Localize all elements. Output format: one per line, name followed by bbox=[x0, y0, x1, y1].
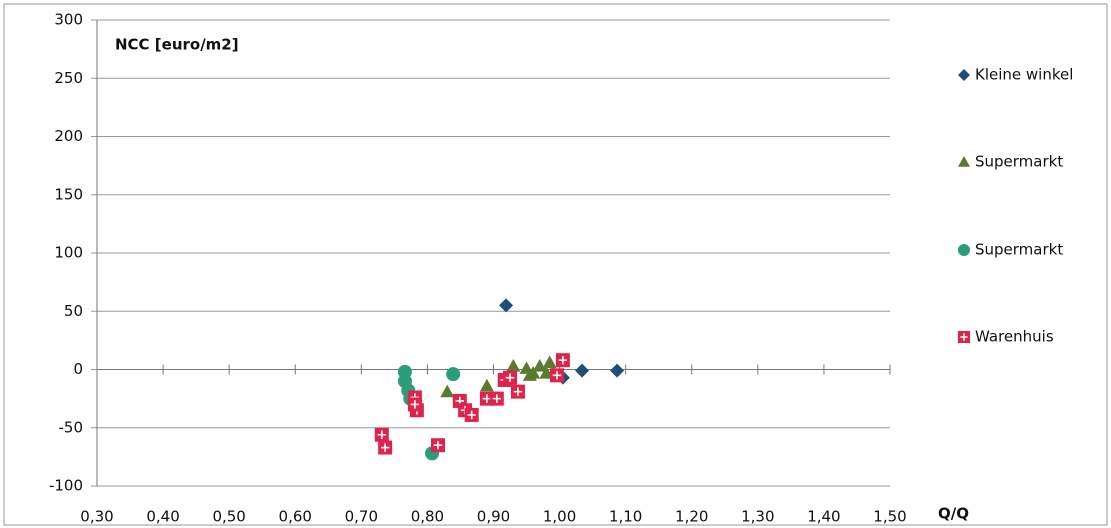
x-axis-title: Q/Q bbox=[938, 505, 969, 523]
marker-shape bbox=[958, 156, 970, 167]
y-tick-label: 0 bbox=[73, 360, 83, 378]
data-point bbox=[374, 427, 389, 442]
marker-shape bbox=[958, 69, 970, 81]
data-point bbox=[506, 359, 521, 372]
legend-marker bbox=[958, 156, 970, 167]
data-point bbox=[575, 363, 590, 378]
x-tick-label: 1,40 bbox=[807, 508, 840, 526]
x-tick-label: 1,50 bbox=[873, 508, 906, 526]
marker-cross bbox=[492, 394, 502, 403]
marker-cross bbox=[505, 373, 515, 382]
y-tick-label: -50 bbox=[59, 418, 84, 436]
data-point bbox=[499, 298, 514, 313]
marker-cross bbox=[433, 441, 443, 450]
marker-shape bbox=[506, 359, 521, 372]
x-tick-label: 1,20 bbox=[675, 508, 708, 526]
y-tick-label: 100 bbox=[54, 244, 83, 262]
x-tick-label: 1,10 bbox=[609, 508, 642, 526]
legend-marker bbox=[958, 331, 970, 343]
data-point bbox=[555, 353, 570, 368]
data-point bbox=[503, 370, 518, 385]
y-tick-label: 50 bbox=[64, 302, 83, 320]
data-point bbox=[464, 407, 479, 422]
chart-frame bbox=[3, 3, 1108, 526]
x-tick-label: 0,70 bbox=[345, 508, 378, 526]
marker-shape bbox=[440, 384, 455, 398]
marker-shape bbox=[575, 363, 590, 378]
legend-label: Supermarkt bbox=[975, 153, 1063, 171]
marker-cross bbox=[380, 443, 390, 452]
data-point bbox=[526, 365, 541, 379]
marker-cross bbox=[482, 394, 492, 403]
data-point bbox=[542, 355, 557, 369]
data-point bbox=[440, 384, 455, 398]
data-point bbox=[378, 440, 393, 455]
x-tick-label: 0,80 bbox=[411, 508, 444, 526]
marker-shape bbox=[532, 359, 547, 372]
marker-shape bbox=[526, 365, 541, 379]
marker-shape bbox=[446, 367, 461, 382]
x-tick-label: 0,60 bbox=[279, 508, 312, 526]
marker-shape bbox=[610, 363, 625, 378]
legend-label: Supermarkt bbox=[975, 241, 1063, 259]
x-tick-label: 0,40 bbox=[146, 508, 179, 526]
data-point bbox=[489, 391, 504, 406]
y-tick-label: 250 bbox=[54, 69, 83, 87]
marker-cross bbox=[467, 410, 476, 420]
marker-cross bbox=[960, 333, 968, 341]
x-tick-label: 0,90 bbox=[477, 508, 510, 526]
y-tick-label: 300 bbox=[54, 11, 83, 29]
data-point bbox=[446, 367, 461, 382]
marker-shape bbox=[958, 244, 970, 256]
marker-cross bbox=[552, 371, 562, 380]
marker-shape bbox=[542, 355, 557, 369]
data-point bbox=[549, 368, 564, 383]
x-tick-label: 0,50 bbox=[212, 508, 245, 526]
legend-marker bbox=[958, 69, 970, 81]
marker-shape bbox=[479, 378, 494, 392]
marker-cross bbox=[410, 400, 420, 409]
data-point bbox=[532, 359, 547, 372]
marker-cross bbox=[513, 387, 523, 396]
x-tick-label: 0,30 bbox=[80, 508, 113, 526]
y-axis-title: NCC [euro/m2] bbox=[115, 36, 239, 54]
data-point bbox=[610, 363, 625, 378]
data-point bbox=[510, 384, 525, 399]
y-tick-label: -100 bbox=[49, 477, 83, 495]
marker-shape bbox=[499, 298, 514, 313]
y-tick-label: 200 bbox=[54, 127, 83, 145]
data-point bbox=[479, 378, 494, 392]
legend-label: Warenhuis bbox=[975, 328, 1054, 346]
y-tick-label: 150 bbox=[54, 185, 83, 203]
x-tick-label: 1,00 bbox=[543, 508, 576, 526]
legend-label: Kleine winkel bbox=[975, 66, 1073, 84]
marker-cross bbox=[558, 355, 568, 365]
data-point bbox=[407, 397, 422, 412]
legend-marker bbox=[958, 244, 970, 256]
data-point bbox=[430, 438, 445, 453]
x-tick-label: 1,30 bbox=[741, 508, 774, 526]
marker-cross bbox=[377, 430, 387, 439]
